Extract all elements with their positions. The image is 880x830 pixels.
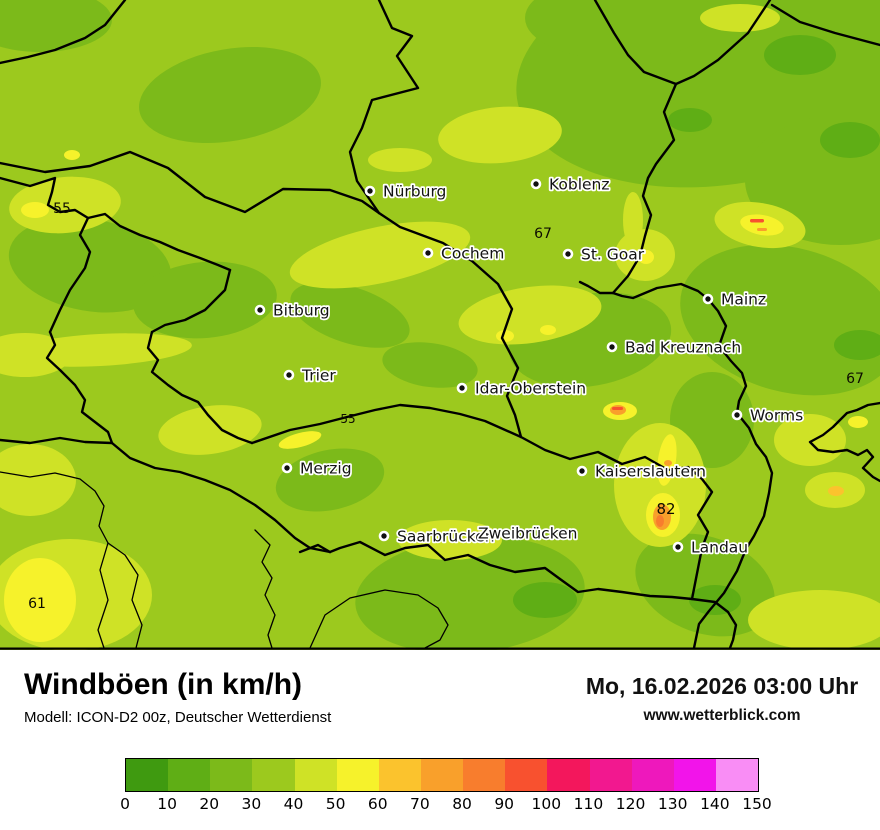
city-marker-merzig: Merzig [281, 458, 353, 479]
city-label: Koblenz [549, 176, 610, 194]
city-label: Bad Kreuznach [625, 339, 741, 357]
city-label: Nürburg [383, 183, 446, 201]
city-dot [254, 304, 266, 316]
gust-value-55: 55 [53, 201, 71, 217]
city-marker-bad-kreuznach: Bad Kreuznach [606, 337, 743, 358]
legend-tick-130: 130 [657, 795, 688, 813]
gust-value-67: 67 [534, 226, 552, 242]
city-marker-saarbrücken: Saarbrücken [378, 526, 496, 547]
city-dot [702, 293, 714, 305]
legend-cell-60-70 [378, 759, 421, 791]
city-dot [606, 341, 618, 353]
city-label: Trier [301, 367, 336, 385]
legend-tick-40: 40 [283, 795, 304, 813]
legend-tick-90: 90 [494, 795, 515, 813]
city-marker-cochem: Cochem [422, 243, 506, 264]
legend-tick-10: 10 [157, 795, 177, 813]
gust-value-67: 67 [846, 371, 864, 387]
legend-tick-100: 100 [531, 795, 562, 813]
city-marker-mainz: Mainz [702, 289, 768, 310]
legend-cell-20-30 [210, 759, 253, 791]
legend-cell-90-100 [505, 759, 548, 791]
city-label: Idar-Oberstein [475, 380, 586, 398]
legend-cell-140-150 [715, 759, 759, 791]
wind-gust-map: Nürburg Koblenz Cochem St. Goar Bitburg Mainz… [0, 0, 880, 650]
legend-cell-10-20 [168, 759, 211, 791]
legend-cell-130-140 [673, 759, 716, 791]
legend-cell-110-120 [589, 759, 632, 791]
map-title: Windböen (in km/h) [24, 668, 303, 701]
city-marker-nürburg: Nürburg [364, 181, 448, 202]
city-dot [364, 185, 376, 197]
city-dot [530, 178, 542, 190]
legend-tick-50: 50 [325, 795, 346, 813]
city-dot [281, 462, 293, 474]
city-marker-bitburg: Bitburg [254, 300, 331, 321]
legend-tick-120: 120 [615, 795, 646, 813]
color-scale-bar [125, 758, 759, 792]
city-label: Cochem [441, 245, 504, 263]
city-label: Merzig [300, 460, 352, 478]
city-label: Saarbrücken [397, 528, 495, 546]
legend-tick-0: 0 [120, 795, 130, 813]
legend-cell-30-40 [252, 759, 295, 791]
legend-tick-110: 110 [573, 795, 604, 813]
legend-tick-80: 80 [452, 795, 472, 813]
city-label: Landau [691, 539, 748, 557]
legend-cell-100-110 [547, 759, 590, 791]
city-marker-kaiserslautern: Kaiserslautern [576, 461, 708, 482]
border-lines [0, 0, 880, 650]
legend-cell-50-60 [336, 759, 379, 791]
city-label: St. Goar [581, 246, 645, 264]
city-dot [672, 541, 684, 553]
legend-cell-80-90 [463, 759, 506, 791]
city-dot [576, 465, 588, 477]
city-dot [378, 530, 390, 542]
legend-tick-140: 140 [700, 795, 730, 813]
city-dot [731, 409, 743, 421]
model-info: Modell: ICON-D2 00z, Deutscher Wetterdie… [24, 709, 332, 726]
city-dot [562, 248, 574, 260]
color-scale-ticks: 0 10 20 30 40 50 60 70 80 90 100 110 120 130 140 150 [0, 795, 880, 815]
legend-tick-30: 30 [241, 795, 262, 813]
city-label: Worms [750, 407, 803, 425]
city-dot [456, 382, 468, 394]
gust-value-55: 55 [340, 412, 355, 426]
city-marker-koblenz: Koblenz [530, 174, 611, 195]
city-layer: Nürburg Koblenz Cochem St. Goar Bitburg Mainz… [254, 174, 805, 558]
legend-cell-0-10 [126, 759, 169, 791]
city-label: Mainz [721, 291, 766, 309]
city-marker-idar-oberstein: Idar-Oberstein [456, 378, 588, 399]
value-layer: 55 67 67 55 82 61 [28, 201, 864, 612]
city-label: Zweibrücken [478, 525, 577, 543]
gust-value-61: 61 [28, 596, 46, 612]
legend-tick-20: 20 [199, 795, 220, 813]
city-label: Kaiserslautern [595, 463, 706, 481]
city-marker-trier: Trier [283, 365, 338, 386]
valid-datetime: Mo, 16.02.2026 03:00 Uhr [585, 673, 859, 699]
legend-cell-40-50 [294, 759, 337, 791]
legend-tick-70: 70 [410, 795, 430, 813]
city-label: Bitburg [273, 302, 330, 320]
city-dot [422, 247, 434, 259]
website-credit: www.wetterblick.com [643, 707, 801, 724]
gust-value-82: 82 [656, 500, 675, 518]
city-marker-st-goar: St. Goar [562, 244, 646, 265]
city-dot [283, 369, 295, 381]
map-svg: Nürburg Koblenz Cochem St. Goar Bitburg Mainz… [0, 0, 880, 650]
city-marker-landau: Landau [672, 537, 750, 558]
city-marker-zweibrücken: Zweibrücken [476, 523, 579, 544]
legend-cell-70-80 [420, 759, 464, 791]
terrain-layer [0, 0, 880, 650]
city-marker-worms: Worms [731, 405, 805, 426]
legend-cell-120-130 [631, 759, 674, 791]
legend-tick-60: 60 [367, 795, 388, 813]
legend-tick-150: 150 [742, 795, 772, 813]
